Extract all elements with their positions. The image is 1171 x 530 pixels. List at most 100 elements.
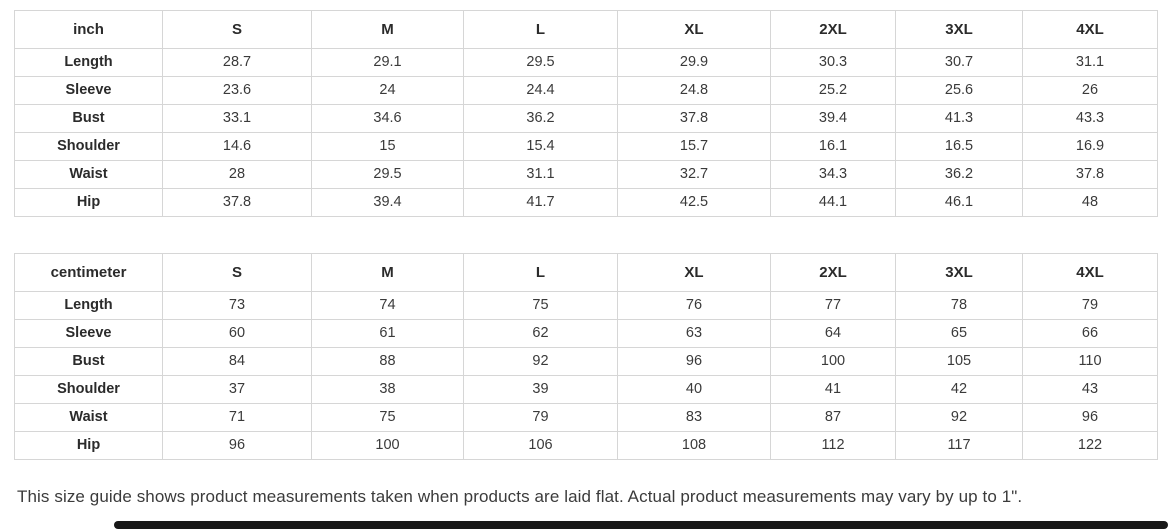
value-cell: 40 bbox=[617, 375, 771, 404]
value-cell: 14.6 bbox=[162, 132, 312, 161]
value-cell: 24.4 bbox=[463, 76, 618, 105]
horizontal-scrollbar-thumb[interactable] bbox=[114, 521, 1168, 529]
size-column-header: M bbox=[311, 10, 464, 49]
value-cell: 15.7 bbox=[617, 132, 771, 161]
value-cell: 74 bbox=[311, 291, 464, 320]
value-cell: 43.3 bbox=[1022, 104, 1158, 133]
table-row: Shoulder 37 38 39 40 41 42 43 bbox=[14, 375, 1158, 404]
row-label-cell: Sleeve bbox=[14, 76, 163, 105]
value-cell: 34.6 bbox=[311, 104, 464, 133]
unit-header-cell: centimeter bbox=[14, 253, 163, 292]
value-cell: 87 bbox=[770, 403, 896, 432]
value-cell: 61 bbox=[311, 319, 464, 348]
size-column-header: 4XL bbox=[1022, 253, 1158, 292]
row-label-cell: Length bbox=[14, 48, 163, 77]
value-cell: 96 bbox=[617, 347, 771, 376]
value-cell: 96 bbox=[162, 431, 312, 460]
row-label-cell: Shoulder bbox=[14, 375, 163, 404]
value-cell: 31.1 bbox=[463, 160, 618, 189]
value-cell: 65 bbox=[895, 319, 1023, 348]
value-cell: 92 bbox=[895, 403, 1023, 432]
value-cell: 39.4 bbox=[311, 188, 464, 217]
value-cell: 122 bbox=[1022, 431, 1158, 460]
row-label-cell: Length bbox=[14, 291, 163, 320]
row-label-cell: Sleeve bbox=[14, 319, 163, 348]
value-cell: 100 bbox=[770, 347, 896, 376]
value-cell: 30.7 bbox=[895, 48, 1023, 77]
size-column-header: M bbox=[311, 253, 464, 292]
value-cell: 48 bbox=[1022, 188, 1158, 217]
value-cell: 112 bbox=[770, 431, 896, 460]
value-cell: 24 bbox=[311, 76, 464, 105]
row-label-cell: Bust bbox=[14, 347, 163, 376]
value-cell: 36.2 bbox=[895, 160, 1023, 189]
value-cell: 108 bbox=[617, 431, 771, 460]
size-column-header: 2XL bbox=[770, 253, 896, 292]
value-cell: 34.3 bbox=[770, 160, 896, 189]
value-cell: 33.1 bbox=[162, 104, 312, 133]
value-cell: 44.1 bbox=[770, 188, 896, 217]
value-cell: 16.1 bbox=[770, 132, 896, 161]
table-row: Bust 84 88 92 96 100 105 110 bbox=[14, 347, 1158, 376]
value-cell: 37.8 bbox=[162, 188, 312, 217]
value-cell: 36.2 bbox=[463, 104, 618, 133]
value-cell: 39 bbox=[463, 375, 618, 404]
value-cell: 79 bbox=[463, 403, 618, 432]
size-table-centimeter: centimeter S M L XL 2XL 3XL 4XL Length 73 74 75 76 77… bbox=[14, 253, 1158, 460]
size-column-header: 3XL bbox=[895, 253, 1023, 292]
value-cell: 77 bbox=[770, 291, 896, 320]
value-cell: 41 bbox=[770, 375, 896, 404]
value-cell: 42.5 bbox=[617, 188, 771, 217]
size-table-inch: inch S M L XL 2XL 3XL 4XL Length 28.7 29.1 29.5 29.9… bbox=[14, 10, 1158, 217]
size-column-header: 3XL bbox=[895, 10, 1023, 49]
value-cell: 66 bbox=[1022, 319, 1158, 348]
value-cell: 117 bbox=[895, 431, 1023, 460]
value-cell: 37.8 bbox=[1022, 160, 1158, 189]
value-cell: 83 bbox=[617, 403, 771, 432]
value-cell: 63 bbox=[617, 319, 771, 348]
size-column-header: S bbox=[162, 253, 312, 292]
value-cell: 78 bbox=[895, 291, 1023, 320]
table-row: Shoulder 14.6 15 15.4 15.7 16.1 16.5 16.9 bbox=[14, 132, 1158, 161]
value-cell: 24.8 bbox=[617, 76, 771, 105]
size-column-header: L bbox=[463, 10, 618, 49]
value-cell: 42 bbox=[895, 375, 1023, 404]
value-cell: 29.5 bbox=[311, 160, 464, 189]
size-column-header: 2XL bbox=[770, 10, 896, 49]
value-cell: 25.2 bbox=[770, 76, 896, 105]
value-cell: 29.5 bbox=[463, 48, 618, 77]
value-cell: 64 bbox=[770, 319, 896, 348]
table-row: Sleeve 23.6 24 24.4 24.8 25.2 25.6 26 bbox=[14, 76, 1158, 105]
value-cell: 106 bbox=[463, 431, 618, 460]
value-cell: 37 bbox=[162, 375, 312, 404]
value-cell: 25.6 bbox=[895, 76, 1023, 105]
value-cell: 110 bbox=[1022, 347, 1158, 376]
value-cell: 75 bbox=[463, 291, 618, 320]
value-cell: 75 bbox=[311, 403, 464, 432]
value-cell: 39.4 bbox=[770, 104, 896, 133]
table-row: Hip 96 100 106 108 112 117 122 bbox=[14, 431, 1158, 460]
table-row: Length 73 74 75 76 77 78 79 bbox=[14, 291, 1158, 320]
row-label-cell: Hip bbox=[14, 188, 163, 217]
value-cell: 32.7 bbox=[617, 160, 771, 189]
value-cell: 23.6 bbox=[162, 76, 312, 105]
value-cell: 15.4 bbox=[463, 132, 618, 161]
row-label-cell: Waist bbox=[14, 403, 163, 432]
size-column-header: S bbox=[162, 10, 312, 49]
value-cell: 100 bbox=[311, 431, 464, 460]
value-cell: 84 bbox=[162, 347, 312, 376]
value-cell: 30.3 bbox=[770, 48, 896, 77]
header-row: inch S M L XL 2XL 3XL 4XL bbox=[14, 10, 1158, 49]
value-cell: 15 bbox=[311, 132, 464, 161]
value-cell: 16.9 bbox=[1022, 132, 1158, 161]
size-column-header: XL bbox=[617, 253, 771, 292]
value-cell: 79 bbox=[1022, 291, 1158, 320]
size-column-header: 4XL bbox=[1022, 10, 1158, 49]
header-row: centimeter S M L XL 2XL 3XL 4XL bbox=[14, 253, 1158, 292]
row-label-cell: Hip bbox=[14, 431, 163, 460]
size-column-header: XL bbox=[617, 10, 771, 49]
table-row: Bust 33.1 34.6 36.2 37.8 39.4 41.3 43.3 bbox=[14, 104, 1158, 133]
row-label-cell: Waist bbox=[14, 160, 163, 189]
value-cell: 28.7 bbox=[162, 48, 312, 77]
value-cell: 43 bbox=[1022, 375, 1158, 404]
